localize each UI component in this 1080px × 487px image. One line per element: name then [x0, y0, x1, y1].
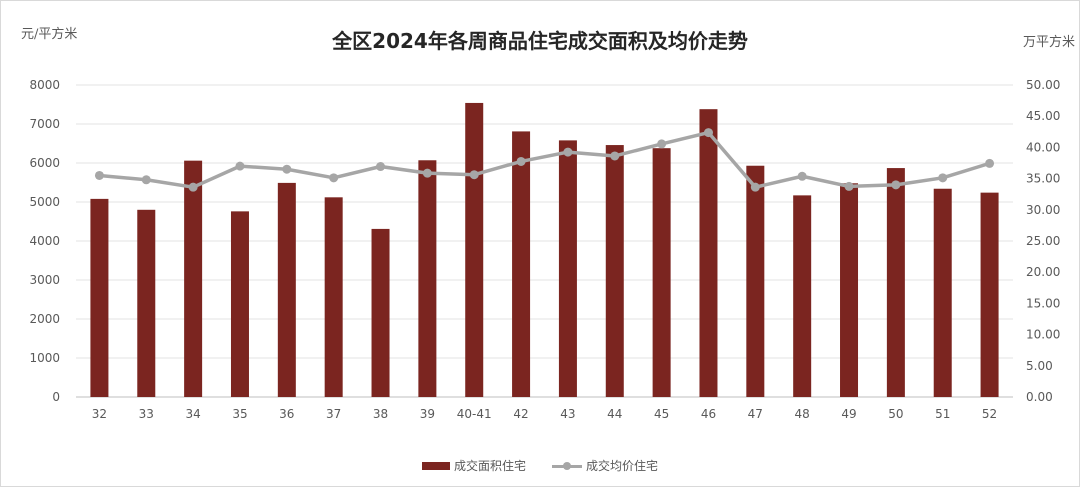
x-tick-label: 45: [654, 407, 669, 421]
price-point-42: [516, 156, 526, 166]
bar-46: [699, 109, 718, 398]
left-tick-label: 5000: [29, 195, 60, 209]
left-axis-ticks: 0 1000 2000 3000 4000 5000 6000 7000 8000: [29, 78, 60, 404]
bar-43: [558, 140, 577, 397]
gridlines: [76, 84, 1013, 398]
price-point-44: [610, 151, 620, 161]
right-tick-label: 5.00: [1026, 359, 1053, 373]
right-tick-label: 50.00: [1026, 78, 1060, 92]
price-point-39: [422, 168, 432, 178]
bar-45: [652, 148, 671, 397]
x-tick-label: 50: [888, 407, 903, 421]
right-tick-label: 10.00: [1026, 328, 1060, 342]
price-point-40-41: [469, 170, 479, 180]
price-point-36: [282, 164, 292, 174]
left-axis-unit: 元/平方米: [21, 27, 78, 42]
left-tick-label: 6000: [29, 156, 60, 170]
legend-line-swatch: [552, 461, 582, 471]
price-line: [99, 130, 991, 189]
price-point-32: [94, 170, 104, 180]
bar-34: [184, 160, 203, 397]
x-tick-label: 51: [935, 407, 950, 421]
price-point-46: [703, 128, 713, 138]
price-point-34: [188, 182, 198, 192]
x-tick-label: 49: [841, 407, 856, 421]
right-tick-label: 0.00: [1026, 390, 1053, 404]
legend-bar-label: 成交面积住宅: [453, 459, 526, 473]
bar-32: [90, 198, 109, 397]
price-point-49: [844, 181, 854, 191]
bar-50: [886, 168, 905, 397]
left-tick-label: 8000: [29, 78, 60, 92]
x-tick-label: 52: [982, 407, 997, 421]
bar-33: [137, 209, 156, 397]
left-tick-label: 2000: [29, 312, 60, 326]
right-axis-unit: 万平方米: [1022, 35, 1075, 50]
price-point-38: [376, 162, 386, 172]
bar-47: [746, 165, 765, 397]
price-point-33: [141, 175, 151, 185]
left-tick-label: 3000: [29, 273, 60, 287]
x-axis-ticks: 32 33 34 35 36 37 38 39 40-41 42 43 44 45 46 47 48 49 50 5…: [92, 407, 997, 421]
bar-48: [793, 195, 812, 397]
bar-series: [90, 102, 999, 398]
bar-49: [840, 183, 859, 397]
bar-42: [512, 131, 531, 397]
x-tick-label: 33: [139, 407, 154, 421]
bar-40-41: [465, 102, 484, 397]
left-tick-label: 4000: [29, 234, 60, 248]
price-point-37: [329, 173, 339, 183]
right-tick-label: 40.00: [1026, 140, 1060, 154]
price-point-43: [563, 147, 573, 157]
x-tick-label: 36: [279, 407, 294, 421]
x-tick-label: 44: [607, 407, 622, 421]
bar-35: [230, 211, 249, 397]
x-tick-label: 34: [185, 407, 200, 421]
left-tick-label: 0: [52, 390, 60, 404]
right-tick-label: 30.00: [1026, 203, 1060, 217]
legend-item-bar: 成交面积住宅: [421, 457, 526, 474]
right-tick-label: 45.00: [1026, 109, 1060, 123]
chart-title: 全区2024年各周商品住宅成交面积及均价走势: [332, 29, 748, 53]
bar-38: [371, 228, 390, 397]
x-tick-label: 39: [420, 407, 435, 421]
x-tick-label: 42: [513, 407, 528, 421]
line-series: [94, 128, 995, 192]
price-point-50: [891, 180, 901, 190]
right-tick-label: 35.00: [1026, 172, 1060, 186]
right-axis-ticks: 0.00 5.00 10.00 15.00 20.00 25.00 30.00 35.00 40…: [1026, 78, 1060, 404]
legend-item-line: 成交均价住宅: [552, 457, 658, 474]
price-point-52: [985, 158, 995, 168]
x-tick-label: 46: [701, 407, 716, 421]
bar-51: [933, 188, 952, 397]
legend-bar-swatch: [421, 461, 450, 470]
x-tick-label: 35: [232, 407, 247, 421]
price-point-45: [657, 139, 667, 149]
x-tick-label: 37: [326, 407, 341, 421]
left-tick-label: 7000: [29, 117, 60, 131]
bar-39: [418, 160, 437, 397]
bar-36: [277, 182, 296, 397]
right-tick-label: 15.00: [1026, 296, 1060, 310]
price-point-35: [235, 161, 245, 171]
legend-line-label: 成交均价住宅: [586, 459, 659, 473]
price-point-51: [938, 173, 948, 183]
x-tick-label: 47: [748, 407, 763, 421]
x-tick-label: 32: [92, 407, 107, 421]
x-tick-label: 38: [373, 407, 388, 421]
right-tick-label: 25.00: [1026, 234, 1060, 248]
price-point-47: [750, 182, 760, 192]
right-tick-label: 20.00: [1026, 265, 1060, 279]
legend: 成交面积住宅 成交均价住宅: [1, 457, 1079, 474]
x-tick-label: 43: [560, 407, 575, 421]
price-point-48: [797, 171, 807, 181]
x-tick-label: 40-41: [457, 407, 492, 421]
bar-44: [605, 145, 624, 397]
left-tick-label: 1000: [29, 351, 60, 365]
bar-52: [980, 192, 999, 397]
x-tick-label: 48: [795, 407, 810, 421]
bar-37: [324, 197, 343, 397]
